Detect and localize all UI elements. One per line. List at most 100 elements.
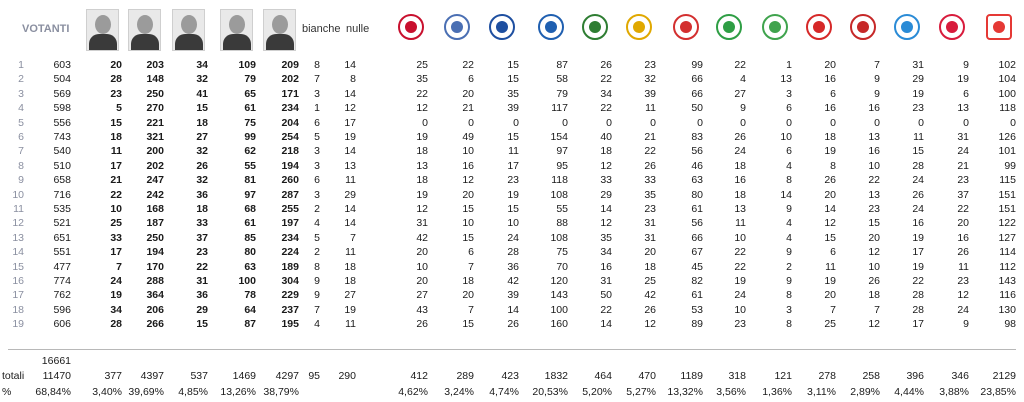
list-votes-cell: 26 — [912, 188, 924, 201]
candidate-votes-cell: 7 — [116, 260, 122, 273]
votanti-cell: 658 — [53, 174, 71, 187]
list-votes-cell: 6 — [786, 102, 792, 115]
list-votes-cell: 23 — [734, 318, 746, 331]
list-votes-cell: 16 — [824, 73, 836, 86]
list-votes-cell: 16 — [957, 231, 969, 244]
totali-list-cell: 1189 — [680, 370, 703, 382]
list-votes-cell: 26 — [644, 159, 656, 172]
candidate-votes-cell: 187 — [146, 217, 164, 230]
list-votes-cell: 27 — [416, 289, 428, 302]
candidate-votes-cell: 255 — [281, 203, 299, 215]
list-votes-cell: 12 — [416, 203, 428, 215]
list-votes-cell: 18 — [416, 145, 428, 158]
row-number: 14 — [12, 246, 24, 259]
list-votes-cell: 23 — [957, 174, 969, 187]
candidate-votes-cell: 64 — [244, 303, 256, 316]
list-votes-cell: 31 — [644, 231, 656, 244]
list-votes-cell: 31 — [416, 217, 428, 230]
nulle-cell: 27 — [344, 289, 356, 302]
list-votes-cell: 31 — [644, 217, 656, 230]
list-votes-cell: 98 — [1004, 318, 1016, 331]
list-votes-cell: 39 — [644, 87, 656, 100]
candidate-votes-cell: 68 — [244, 203, 256, 215]
list-votes-cell: 82 — [691, 275, 703, 287]
nulle-cell: 29 — [344, 188, 356, 201]
list-votes-cell: 26 — [507, 318, 519, 331]
candidate-votes-cell: 87 — [244, 318, 256, 331]
nulle-cell: 8 — [350, 73, 356, 86]
row-number: 5 — [18, 116, 24, 129]
list-votes-cell: 9 — [963, 318, 969, 331]
bianche-cell: 3 — [314, 87, 320, 100]
totali-candidate-cell: 4397 — [140, 370, 164, 382]
list-votes-cell: 22 — [912, 275, 924, 287]
candidate-votes-cell: 321 — [146, 131, 164, 143]
candidate-votes-cell: 10 — [110, 203, 122, 215]
list-votes-cell: 12 — [600, 159, 612, 172]
list-votes-cell: 26 — [957, 246, 969, 259]
list-votes-cell: 12 — [644, 318, 656, 331]
list-votes-cell: 42 — [644, 289, 656, 302]
nulle-cell: 14 — [344, 203, 356, 215]
totali-votanti-cell: 11470 — [42, 370, 71, 382]
list-votes-cell: 26 — [416, 318, 428, 331]
bianche-cell: 6 — [314, 116, 320, 129]
list-votes-cell: 18 — [462, 275, 474, 287]
bianche-cell: 3 — [314, 159, 320, 172]
list-votes-cell: 0 — [650, 116, 656, 129]
candidate-votes-cell: 242 — [146, 188, 164, 201]
candidate-votes-cell: 22 — [110, 188, 122, 201]
nulle-cell: 14 — [344, 87, 356, 100]
candidate-votes-cell: 18 — [196, 116, 208, 129]
list-votes-cell: 23 — [912, 102, 924, 115]
list-votes-cell: 9 — [786, 246, 792, 259]
totali-candidate-cell: 1469 — [232, 370, 256, 382]
bianche-cell: 9 — [314, 275, 320, 287]
list-votes-cell: 28 — [507, 246, 519, 259]
votanti-cell: 521 — [53, 217, 71, 230]
bianche-cell: 2 — [314, 246, 320, 259]
list-votes-cell: 19 — [912, 87, 924, 100]
list-votes-cell: 19 — [957, 73, 969, 86]
candidate-votes-cell: 61 — [244, 217, 256, 230]
list-votes-cell: 39 — [507, 102, 519, 115]
list-votes-cell: 37 — [957, 188, 969, 201]
list-votes-cell: 19 — [824, 145, 836, 158]
list-votes-cell: 26 — [734, 131, 746, 143]
elettori-total: 16661 — [41, 355, 71, 367]
candidate-votes-cell: 37 — [196, 231, 208, 244]
candidate-votes-cell: 28 — [110, 73, 122, 86]
list-votes-cell: 18 — [734, 188, 746, 201]
list-votes-cell: 35 — [507, 87, 519, 100]
totali-list-cell: 412 — [410, 370, 428, 382]
list-votes-cell: 20 — [868, 231, 880, 244]
nulle-cell: 14 — [344, 217, 356, 230]
list-votes-cell: 25 — [824, 318, 836, 331]
list-votes-cell: 21 — [462, 102, 474, 115]
candidate-votes-cell: 80 — [244, 246, 256, 259]
totali-list-cell: 423 — [501, 370, 519, 382]
list-votes-cell: 0 — [697, 116, 703, 129]
list-votes-cell: 24 — [957, 145, 969, 158]
candidate-votes-cell: 15 — [196, 318, 208, 331]
bianche-cell: 1 — [314, 102, 320, 115]
list-votes-cell: 20 — [416, 275, 428, 287]
pct-list-cell: 1,36% — [762, 386, 792, 398]
list-votes-cell: 108 — [550, 188, 568, 201]
candidate-votes-cell: 62 — [244, 145, 256, 158]
candidate-votes-cell: 260 — [281, 174, 299, 187]
list-votes-cell: 58 — [556, 73, 568, 86]
list-votes-cell: 14 — [780, 188, 792, 201]
list-votes-cell: 6 — [963, 87, 969, 100]
list-votes-cell: 24 — [912, 203, 924, 215]
votanti-header: VOTANTI — [22, 23, 70, 35]
pct-votanti-cell: 68,84% — [35, 386, 71, 398]
nulle-cell: 11 — [345, 318, 356, 331]
list-votes-cell: 17 — [507, 159, 519, 172]
list-votes-cell: 20 — [824, 188, 836, 201]
list-votes-cell: 15 — [507, 73, 519, 86]
candidate-votes-cell: 364 — [146, 289, 164, 302]
list-votes-cell: 9 — [786, 203, 792, 215]
votanti-cell: 743 — [53, 131, 71, 143]
